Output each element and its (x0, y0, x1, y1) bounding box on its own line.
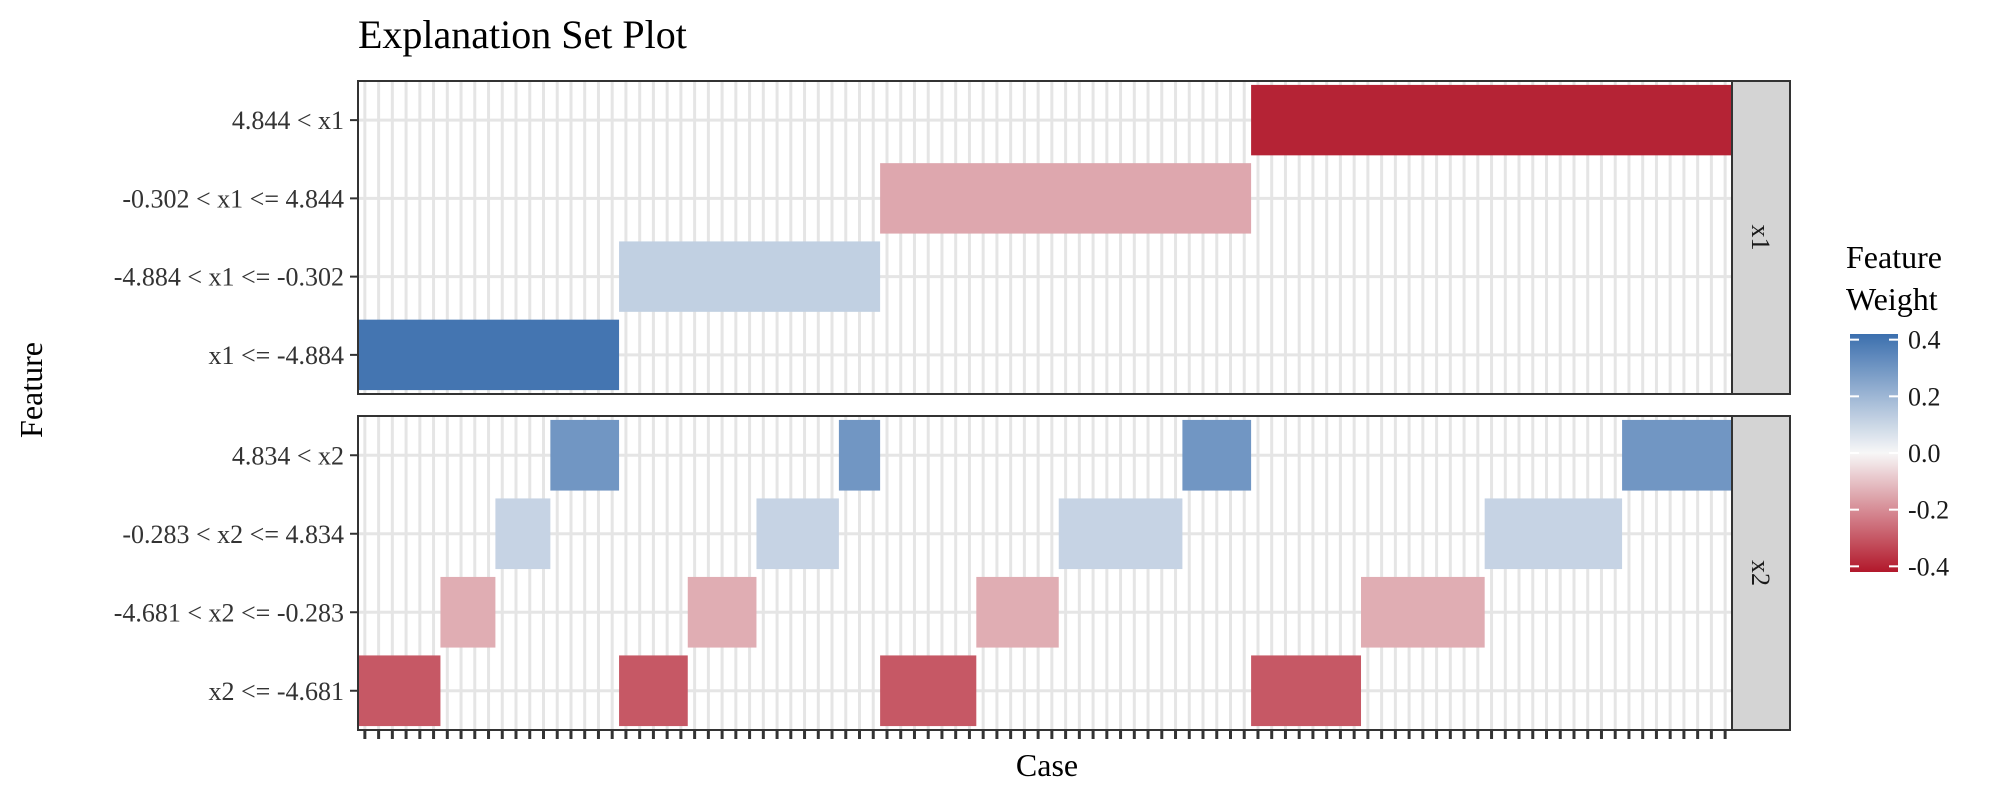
facet-strip-label: x1 (1746, 225, 1775, 251)
heatmap-tile (1251, 84, 1732, 156)
chart-title: Explanation Set Plot (358, 12, 687, 57)
legend-tick-label: 0.2 (1908, 382, 1941, 411)
heatmap-tile (1484, 498, 1623, 570)
heatmap-tiles (358, 84, 1732, 391)
y-axis-title: Feature (13, 342, 49, 438)
heatmap-tile (619, 655, 688, 727)
heatmap-tile (1251, 655, 1362, 727)
y-tick-label: -4.884 < x1 <= -0.302 (114, 263, 344, 292)
heatmap-tile (1182, 419, 1252, 491)
heatmap-tile (687, 576, 757, 648)
heatmap-tile (1058, 498, 1183, 570)
heatmap-tile (756, 498, 839, 570)
heatmap-tile (495, 498, 551, 570)
heatmap-tile (880, 655, 977, 727)
legend-title-line: Weight (1846, 281, 1938, 317)
heatmap-tile (1622, 419, 1732, 491)
x-axis (363, 730, 1727, 739)
y-tick-label: -4.681 < x2 <= -0.283 (114, 598, 344, 627)
legend: Feature Weight 0.4 0.2 0.0 -0.2 -0.4 (1846, 239, 1949, 581)
y-tick-label: x2 <= -4.681 (209, 677, 344, 706)
legend-tick-label: -0.2 (1908, 496, 1949, 525)
facet-strip-label: x2 (1746, 560, 1775, 586)
heatmap-tile (619, 241, 881, 312)
heatmap-tile (440, 576, 496, 648)
panels: 4.844 < x1 -0.302 < x1 <= 4.844 -4.884 < x… (114, 80, 1791, 731)
facet-strip (1731, 415, 1791, 731)
heatmap-tiles (358, 419, 1732, 727)
legend-tick-label: -0.4 (1908, 552, 1949, 581)
panel-x2: 4.834 < x2 -0.283 < x2 <= 4.834 -4.681 < x… (114, 415, 1791, 731)
legend-tick-label: 0.0 (1908, 439, 1941, 468)
grid-lines (358, 81, 1732, 394)
heatmap-tile (550, 419, 620, 491)
y-tick-label: -0.302 < x1 <= 4.844 (122, 184, 344, 213)
y-tick-label: x1 <= -4.884 (209, 341, 344, 370)
y-tick-label: -0.283 < x2 <= 4.834 (122, 520, 344, 549)
y-tick-label: 4.834 < x2 (232, 441, 344, 470)
legend-title-line: Feature (1846, 239, 1942, 275)
heatmap-tile (976, 576, 1059, 648)
x-axis-title: Case (1016, 747, 1078, 783)
heatmap-tile (358, 655, 441, 727)
facet-strip (1731, 80, 1791, 395)
heatmap-tile (1361, 576, 1485, 648)
legend-tick-label: 0.4 (1908, 326, 1941, 355)
heatmap-tile (880, 163, 1252, 234)
heatmap-tile (838, 419, 881, 491)
panel-x1: 4.844 < x1 -0.302 < x1 <= 4.844 -4.884 < x… (114, 80, 1791, 395)
y-tick-label: 4.844 < x1 (232, 106, 344, 135)
heatmap-tile (358, 319, 620, 391)
